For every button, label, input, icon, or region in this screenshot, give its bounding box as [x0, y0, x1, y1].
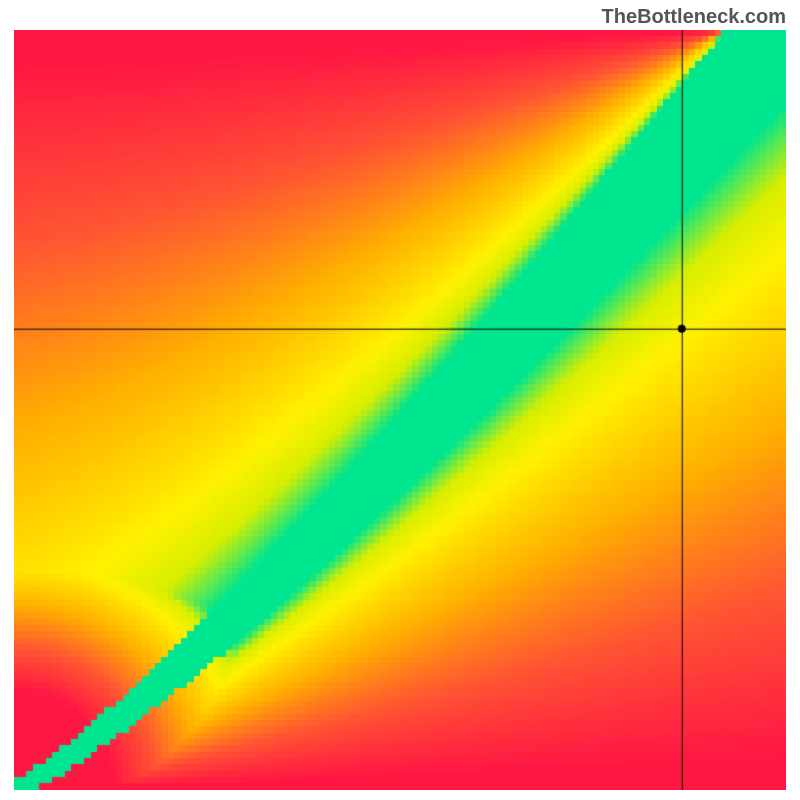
chart-container: TheBottleneck.com	[0, 0, 800, 800]
attribution-text: TheBottleneck.com	[602, 6, 786, 29]
bottleneck-heatmap	[14, 30, 786, 790]
